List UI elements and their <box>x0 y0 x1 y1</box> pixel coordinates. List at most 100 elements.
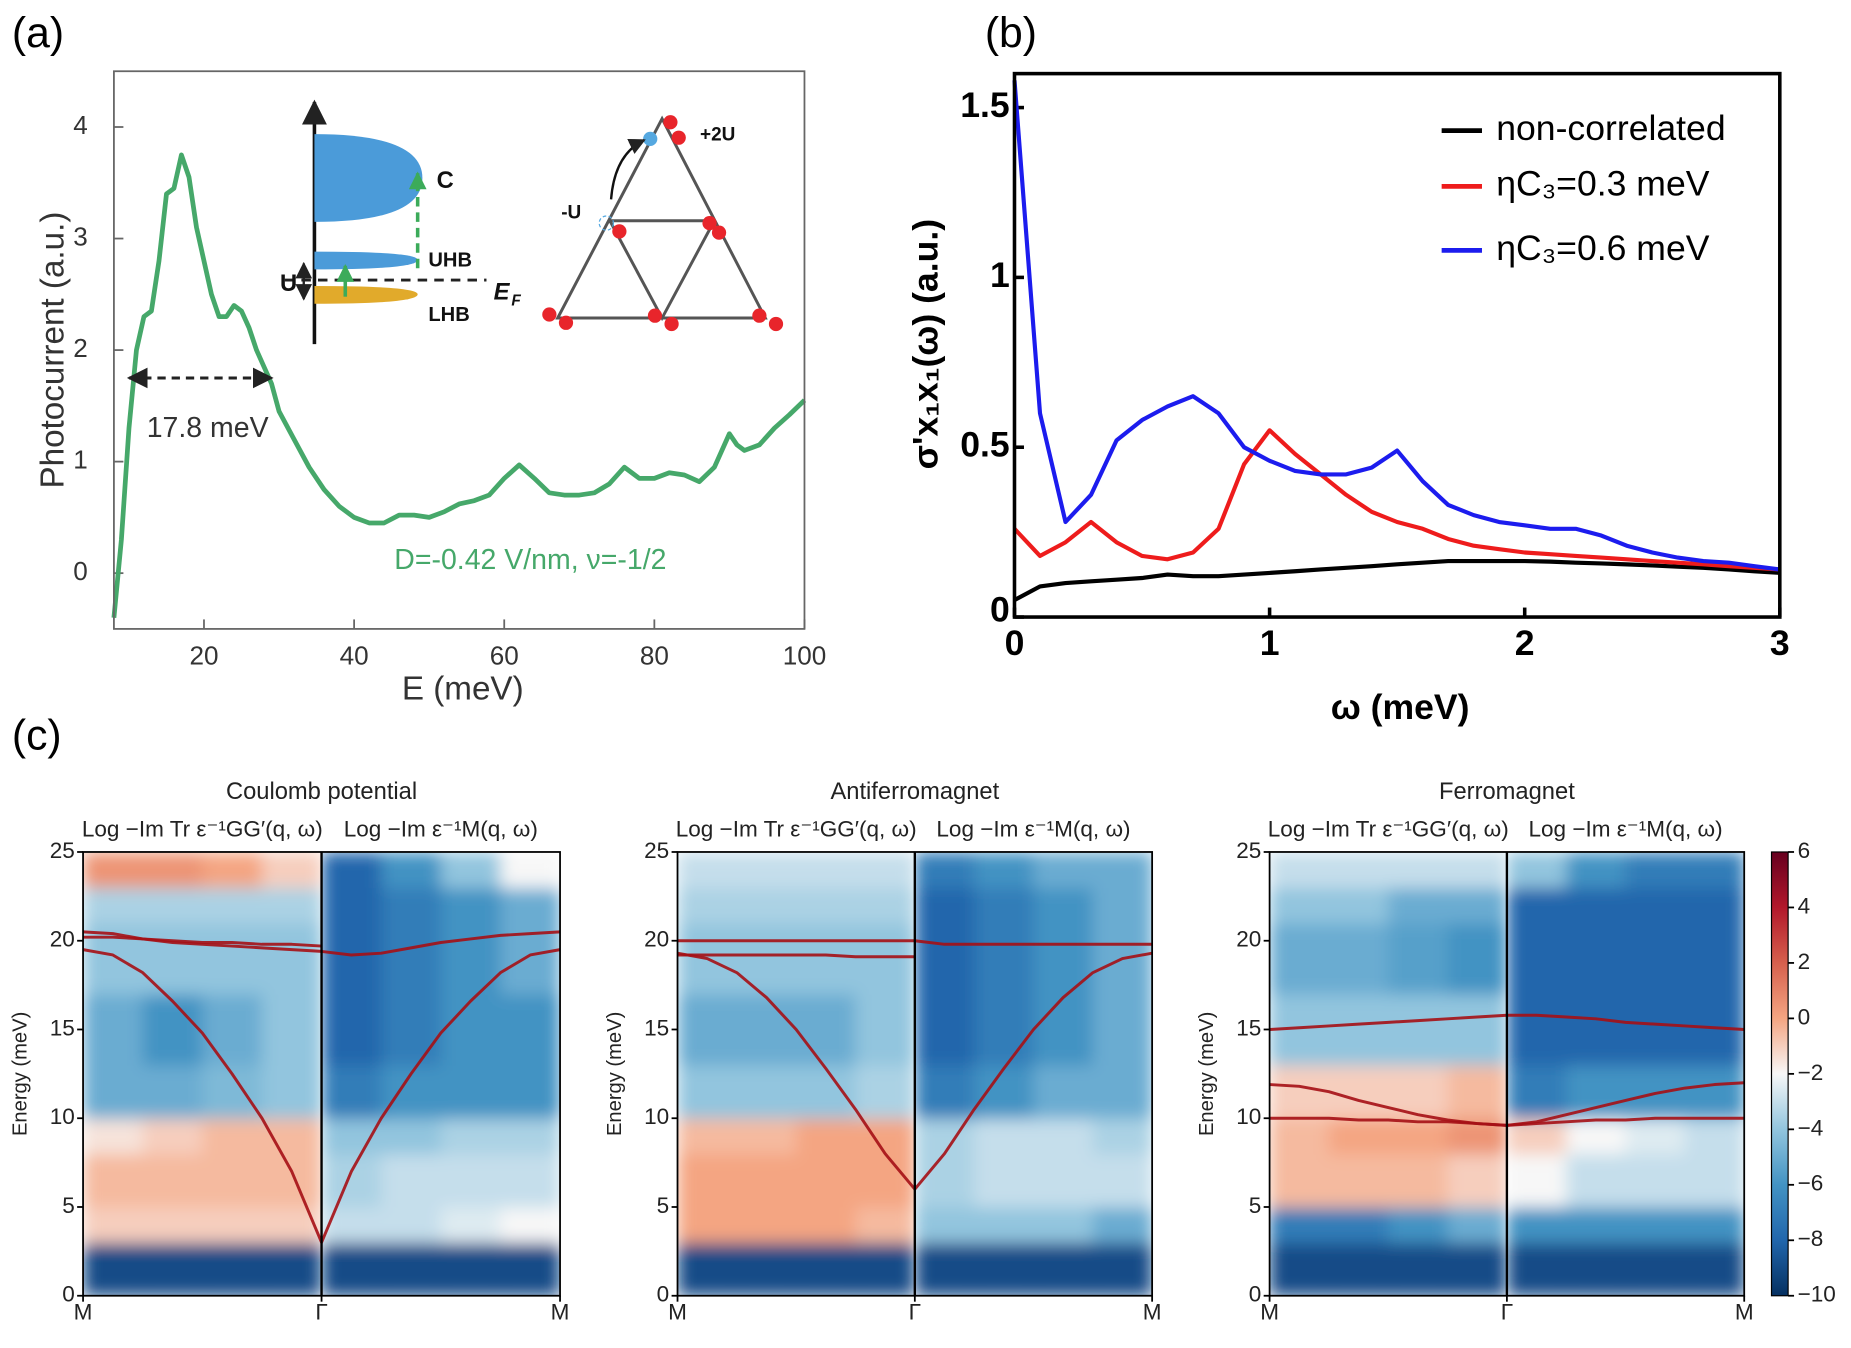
heatmap-cell <box>914 851 975 889</box>
heatmap-cell <box>914 922 975 995</box>
column-title: Log −Im ε⁻¹M(q, ω) <box>936 817 1130 842</box>
heatmap-cell <box>1684 1242 1745 1296</box>
hole <box>598 215 615 231</box>
heatmap-cell <box>1447 1153 1507 1208</box>
heatmap-cell <box>1447 1242 1507 1296</box>
heatmap-cell <box>500 887 561 924</box>
heatmap-cell <box>1092 851 1153 889</box>
y-axis-label: Energy (meV) <box>1196 1012 1218 1136</box>
heatmap-cells <box>321 851 561 1296</box>
heatmap-cell <box>321 1064 382 1119</box>
heatmap-cell <box>321 851 382 889</box>
heatmap-cell <box>1269 851 1330 889</box>
mode-line <box>677 953 915 959</box>
heatmap-cell <box>1033 1064 1094 1119</box>
heatmap-cell <box>855 922 915 995</box>
heatmap-cell <box>796 993 857 1066</box>
heatmap-cell <box>855 1153 915 1208</box>
y-tick-label: 2 <box>73 333 88 363</box>
heatmap-cell <box>1506 993 1567 1066</box>
heatmap-cell <box>202 851 263 889</box>
heatmap-cell <box>500 1242 561 1296</box>
heatmap-cell <box>1684 887 1745 924</box>
y-tick-label: 5 <box>1249 1193 1262 1218</box>
heatmap-cell <box>736 1153 797 1208</box>
heatmap-cell <box>736 1118 797 1155</box>
heatmap-cell <box>261 922 322 995</box>
heatmap-cell <box>83 1064 144 1119</box>
heatmap-cell <box>500 1064 561 1119</box>
heatmap-cell <box>677 1242 738 1296</box>
legend-label: ηC₃=0.6 meV <box>1496 228 1710 268</box>
heatmap-cell <box>1566 1153 1627 1208</box>
heatmap-cell <box>1033 1242 1094 1296</box>
heatmap-cell <box>736 1206 797 1244</box>
electron <box>664 316 679 332</box>
inset-label: +2U <box>700 124 735 145</box>
heatmap-cell <box>1506 922 1567 995</box>
heatmap-cell <box>1092 1206 1153 1244</box>
data-line <box>1012 80 1781 572</box>
electron <box>612 224 627 239</box>
heatmap-cell <box>1328 1118 1389 1155</box>
heatmap-cell <box>1328 993 1389 1066</box>
heatmap-cell <box>974 1242 1035 1296</box>
data-line <box>1013 558 1780 602</box>
x-tick-label: M <box>1735 1299 1754 1324</box>
colorbar-tick-label: 0 <box>1798 1004 1811 1029</box>
heatmap-cell <box>677 887 738 924</box>
heatmap-cell <box>202 1206 263 1244</box>
heatmap-cell <box>1092 1118 1153 1155</box>
heatmap-cell <box>1684 922 1745 995</box>
heatmap-cells <box>1506 851 1745 1296</box>
heatmap-cell <box>1506 1153 1567 1208</box>
heatmap-cell <box>142 993 203 1066</box>
heatmap-cell <box>321 1242 382 1296</box>
heatmap-cell <box>1566 1206 1627 1244</box>
heatmap-cell <box>440 1064 502 1119</box>
y-axis-label: Energy (meV) <box>10 1012 32 1136</box>
heatmap-cell <box>1092 1064 1153 1119</box>
heatmap-cell <box>381 851 442 889</box>
heatmap-cell <box>974 851 1035 889</box>
heatmap-cell <box>202 993 263 1066</box>
heatmap-cell <box>736 922 797 995</box>
x-tick-label: 2 <box>1515 623 1535 663</box>
heatmap-cell <box>500 993 561 1066</box>
heatmap-cell <box>142 1206 203 1244</box>
heatmap-cell <box>1328 851 1389 889</box>
heatmap-cell <box>796 1118 857 1155</box>
y-axis-label: Photocurrent (a.u.) <box>34 212 71 489</box>
heatmap-cell <box>500 1153 561 1208</box>
band-c <box>314 134 423 222</box>
band-lhb <box>314 286 418 304</box>
y-tick-label: 4 <box>73 110 88 140</box>
heatmap-cell <box>440 922 502 995</box>
lattice-sites <box>542 115 784 332</box>
y-tick-label: 5 <box>62 1193 75 1218</box>
electron <box>702 215 717 231</box>
heatmap-cell <box>1447 922 1507 995</box>
x-axis-label: ω (meV) <box>1331 687 1470 727</box>
plot-frame <box>1012 71 1782 619</box>
heatmap-cell <box>1684 1064 1745 1119</box>
panel-label: (b) <box>985 9 1037 57</box>
heatmap-cell <box>1506 1064 1567 1119</box>
heatmap-cell <box>1092 1242 1153 1296</box>
heatmap-cell <box>855 1242 915 1296</box>
y-tick-label: 20 <box>1236 927 1261 952</box>
x-tick-label: M <box>1143 1299 1162 1324</box>
colorbar-tick-label: −10 <box>1798 1282 1836 1307</box>
heatmap-cell <box>855 887 915 924</box>
heatmap-cell <box>677 993 738 1066</box>
legend-label: ηC₃=0.3 meV <box>1496 164 1710 204</box>
data-line <box>111 152 807 618</box>
heatmap-cell <box>1269 887 1330 924</box>
heatmap-cell <box>677 851 738 889</box>
heatmap-cell <box>1388 922 1449 995</box>
heatmap-cells <box>677 851 915 1296</box>
y-tick-label: 15 <box>50 1015 75 1040</box>
heatmap-cell <box>1447 1206 1507 1244</box>
